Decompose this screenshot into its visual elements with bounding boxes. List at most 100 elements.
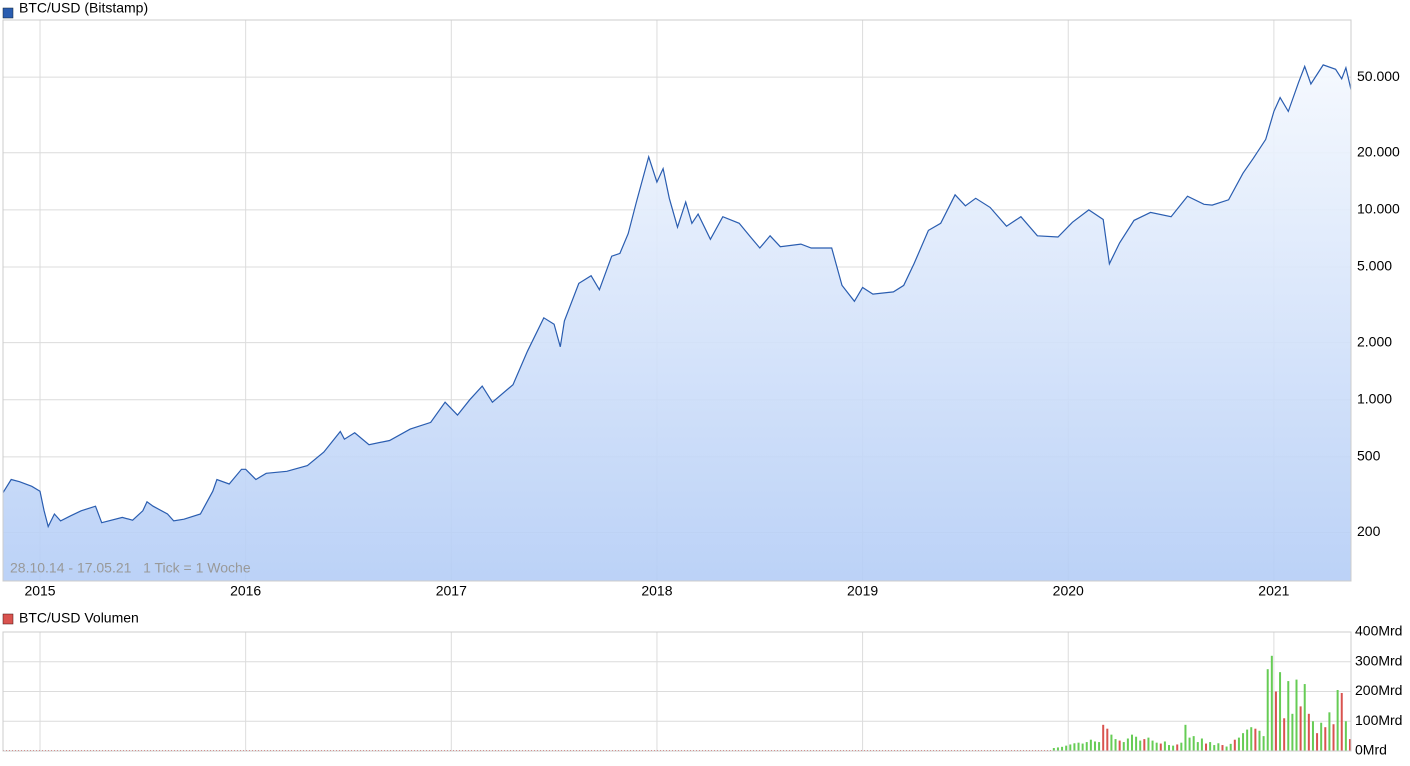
y-tick-label: 5.000 [1357,258,1392,274]
volume-bar [1328,712,1331,751]
volume-bar [1336,690,1339,751]
volume-bar [1324,727,1327,751]
volume-bar [1184,724,1187,751]
y-tick-label: 2.000 [1357,333,1392,349]
y-tick-label: 200Mrd [1355,682,1402,698]
volume-bar [1065,745,1068,751]
volume-bar [1073,743,1076,751]
volume-bar [1225,746,1228,751]
volume-bar [1077,742,1080,751]
plot-frame [2,19,1352,582]
volume-bar [1242,733,1245,751]
x-tick-label: 2018 [641,583,672,599]
volume-bar [1266,669,1269,751]
volume-bar [1126,738,1129,751]
y-tick-label: 100Mrd [1355,712,1402,728]
annotation: 28.10.14 - 17.05.21 1 Tick = 1 Woche [10,560,251,576]
y-tick-label: 10.000 [1357,201,1400,217]
volume-bar [1052,748,1055,751]
volume-bar [1229,743,1232,751]
volume-bar [1147,737,1150,751]
x-tick-label: 2015 [24,583,55,599]
y-tick-label: 500 [1357,448,1381,464]
volume-bar [1200,738,1203,751]
volume-bar [1270,655,1273,751]
volume-bar [1237,737,1240,751]
volume-bar [1176,744,1179,751]
y-tick-label: 200 [1357,523,1381,539]
volume-bar [1188,737,1191,751]
volume-bar [1348,739,1351,751]
volume-bar [1209,742,1212,751]
volume-bar [1274,691,1277,751]
volume-bar [1168,745,1171,751]
volume-bar [1344,721,1347,751]
volume-bar [1172,745,1175,751]
y-tick-label: 300Mrd [1355,652,1402,668]
volume-bar [1217,743,1220,751]
volume-bar [1205,743,1208,751]
x-tick-label: 2019 [847,583,878,599]
volume-bar [1106,728,1109,751]
x-tick-label: 2016 [230,583,261,599]
volume-bar [1139,740,1142,751]
volume-bar [1143,739,1146,751]
volume-bar [1192,736,1195,751]
volume-bar [1118,740,1121,751]
volume-bar [1135,736,1138,751]
legend-swatch [2,7,14,19]
volume-bar [1163,741,1166,751]
volume-bar [1061,746,1064,751]
volume-bar [1213,745,1216,751]
volume-bar [1122,742,1125,751]
volume-bar [1233,739,1236,751]
y-tick-label: 20.000 [1357,143,1400,159]
volume-bar [1114,739,1117,751]
volume-bar [1196,742,1199,751]
plot-frame [2,631,1352,752]
volume-bar [1340,692,1343,751]
chart-title: BTC/USD Volumen [19,610,139,626]
volume-bar [1081,743,1084,751]
volume-bar [1258,730,1261,751]
volume-bar [1332,724,1335,751]
volume-bar [1155,742,1158,751]
chart-title: BTC/USD (Bitstamp) [19,0,148,16]
volume-bar [1262,736,1265,751]
volume-bar [1151,740,1154,751]
y-tick-label: 400Mrd [1355,623,1402,639]
volume-bar [1180,742,1183,751]
volume-bar [1279,672,1282,751]
area-fill [3,64,1351,581]
volume-bar [1110,734,1113,751]
volume-bar [1056,747,1059,751]
price-line [2,64,1352,529]
volume-bar [1295,679,1298,751]
x-tick-label: 2021 [1258,583,1289,599]
volume-bar [1069,744,1072,751]
volume-bar [1085,742,1088,751]
volume-panel: 400Mrd 300Mrd 200Mrd 100Mrd 0Mrd [2,623,1402,758]
x-tick-label: 2020 [1053,583,1084,599]
volume-bar [1316,733,1319,751]
volume-bar [1250,727,1253,751]
volume-bar [1159,743,1162,751]
x-tick-label: 2017 [436,583,467,599]
volume-bar [1283,718,1286,751]
volume-bar [1130,734,1133,751]
volume-bar [1093,741,1096,751]
volume-bar [1307,713,1310,751]
volume-bar [1299,706,1302,751]
y-tick-label: 0Mrd [1355,742,1387,758]
volume-bar [1311,721,1314,751]
price-panel: 50.000 20.000 10.000 5.000 2.000 1.000 500 200 2… [2,19,1400,599]
volume-bar [1102,724,1105,751]
volume-bar [1089,739,1092,751]
y-tick-label: 50.000 [1357,68,1400,84]
volume-bar [1254,728,1257,751]
volume-bar [1221,745,1224,751]
y-tick-label: 1.000 [1357,390,1392,406]
volume-bar [1291,713,1294,751]
